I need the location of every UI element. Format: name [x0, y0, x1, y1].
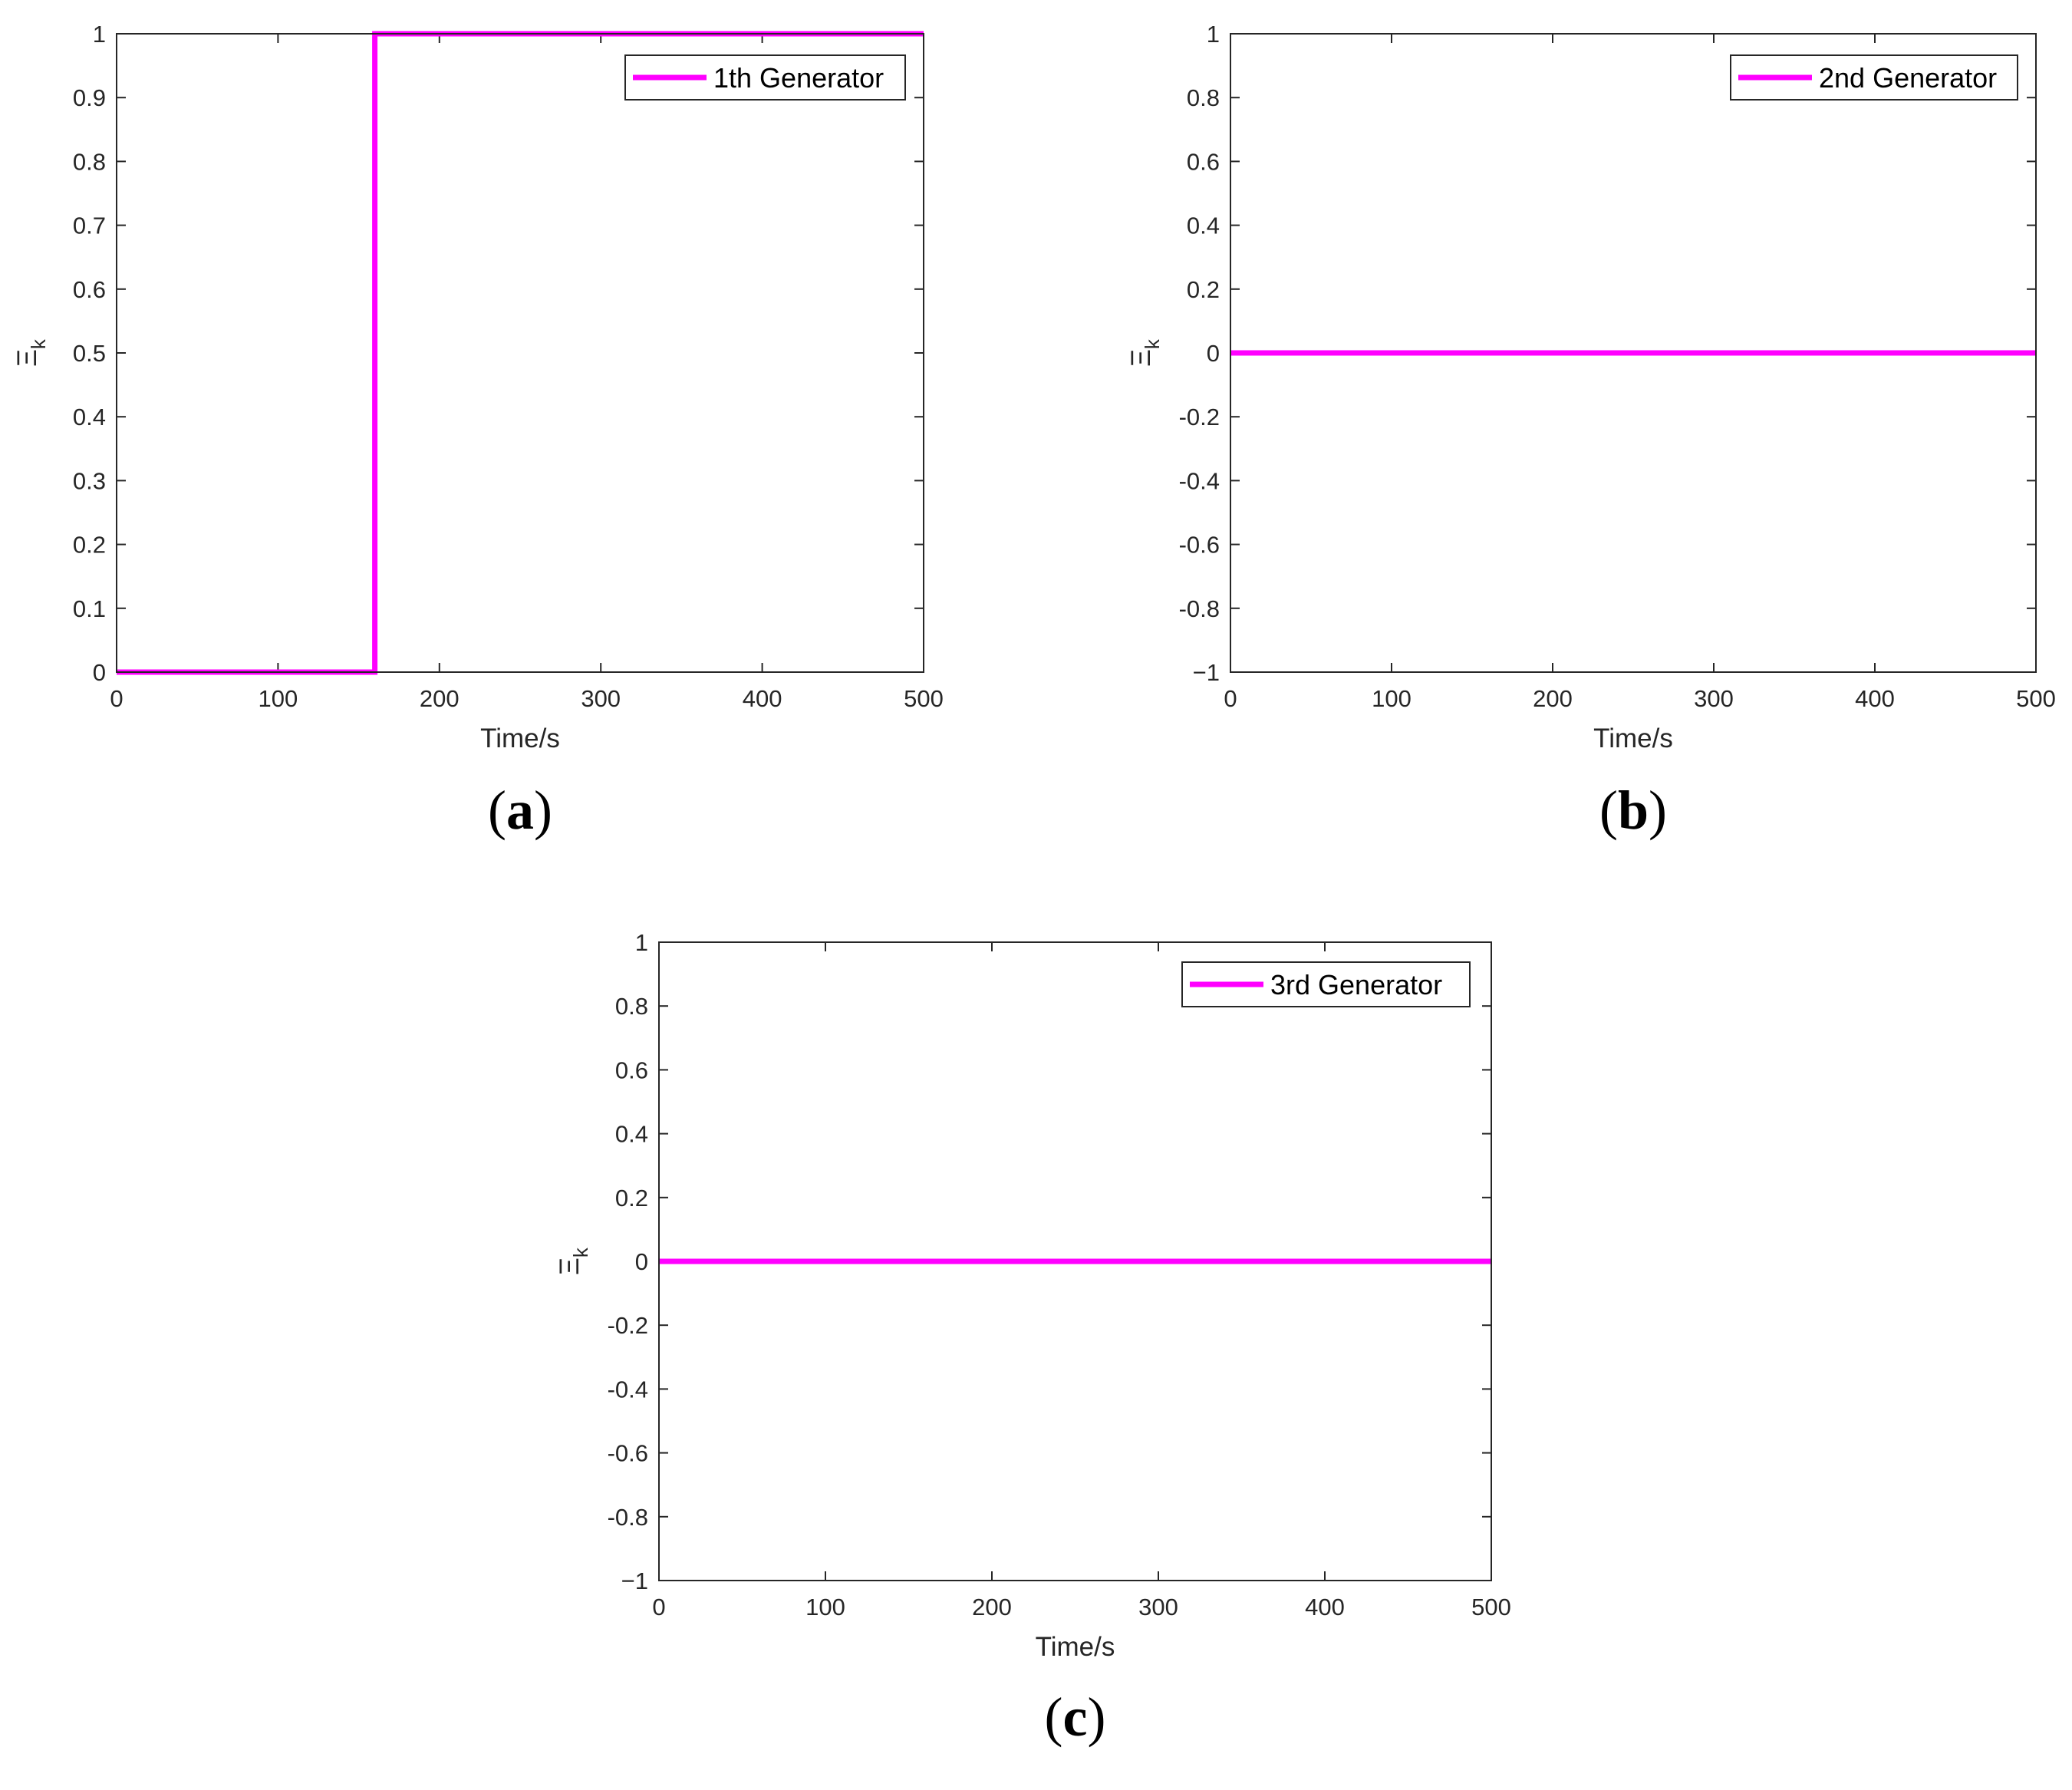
y-tick-label: 0.4 — [615, 1121, 648, 1148]
y-tick-label: 0.6 — [615, 1057, 648, 1083]
x-tick-label: 300 — [1138, 1594, 1178, 1620]
y-tick-label: 0 — [93, 659, 106, 686]
y-tick-label: −1 — [1193, 659, 1220, 686]
panel-label-letter: b — [1618, 780, 1649, 841]
y-tick-label: 0.2 — [73, 532, 106, 559]
y-tick-label: -0.6 — [608, 1440, 648, 1467]
x-tick-label: 300 — [1694, 685, 1734, 712]
legend-entry-label: 2nd Generator — [1819, 62, 1997, 94]
x-tick-label: 500 — [904, 685, 944, 712]
x-tick-label: 100 — [1372, 685, 1412, 712]
y-tick-label: 0.6 — [73, 276, 106, 303]
x-tick-label: 400 — [743, 685, 782, 712]
y-axis-label-main: Ξ — [1126, 349, 1156, 367]
x-tick-label: 100 — [805, 1594, 845, 1620]
panel-label-open: ( — [1599, 780, 1618, 841]
x-axis-label: Time/s — [1593, 724, 1673, 753]
legend-entry-label: 1th Generator — [713, 62, 884, 94]
x-tick-label: 100 — [259, 685, 298, 712]
axes-box — [1230, 33, 2037, 673]
y-tick-label: 0 — [1207, 340, 1220, 367]
panel-label-close: ) — [534, 780, 552, 841]
y-axis-label: Ξk — [12, 338, 50, 367]
y-tick-label: 0.5 — [73, 340, 106, 367]
y-tick-label: 0.7 — [73, 213, 106, 239]
legend-entry-label: 3rd Generator — [1270, 969, 1442, 1000]
x-tick-label: 500 — [2016, 685, 2056, 712]
axes-box — [658, 941, 1492, 1581]
y-tick-label: 1 — [93, 21, 106, 48]
y-tick-label: 0.6 — [1187, 148, 1220, 175]
y-axis-label-subscript: k — [569, 1247, 592, 1258]
y-tick-label: 0.8 — [1187, 84, 1220, 111]
x-tick-label: 200 — [1533, 685, 1573, 712]
y-tick-label: 0.8 — [73, 148, 106, 175]
x-tick-label: 200 — [972, 1594, 1012, 1620]
y-tick-label: -0.8 — [1179, 595, 1220, 622]
y-axis-label-subscript: k — [27, 338, 50, 349]
panel-label-open: ( — [488, 780, 506, 841]
chart-panel-c: 0 100 200 300 400 500 −1 -0.8 -0.6 -0.4 -0.2 0 0.2 0.… — [555, 929, 1511, 1748]
x-tick-label: 500 — [1471, 1594, 1511, 1620]
panel-label: (a) — [488, 780, 552, 841]
x-tick-label: 300 — [581, 685, 621, 712]
y-tick-label: 1 — [635, 929, 648, 956]
y-tick-label: 0 — [635, 1248, 648, 1275]
x-tick-label: 400 — [1855, 685, 1895, 712]
panel-label-letter: c — [1063, 1686, 1088, 1748]
panel-label: (b) — [1599, 780, 1667, 841]
y-tick-label: -0.8 — [608, 1504, 648, 1531]
panel-label-open: ( — [1045, 1686, 1063, 1748]
y-tick-label: -0.2 — [1179, 404, 1220, 430]
y-tick-label: 0.1 — [73, 595, 106, 622]
axes-box — [116, 33, 924, 673]
y-axis-label-main: Ξ — [12, 349, 42, 367]
y-tick-label: -0.4 — [608, 1376, 648, 1403]
y-tick-label: −1 — [621, 1567, 648, 1594]
x-tick-label: 200 — [420, 685, 460, 712]
y-axis-label: Ξk — [1126, 338, 1164, 367]
legend-box — [1730, 54, 2018, 101]
panel-label-close: ) — [1649, 780, 1667, 841]
y-tick-label: 1 — [1207, 21, 1220, 48]
y-tick-label: 0.2 — [1187, 276, 1220, 303]
panel-label-close: ) — [1087, 1686, 1105, 1748]
y-axis-label: Ξk — [555, 1247, 592, 1275]
chart-panel-a: 0 100 200 300 400 500 0 0.1 0.2 0.3 0.4 0.5 0.6 0.7 0.… — [12, 21, 944, 841]
y-tick-label: 0.2 — [615, 1185, 648, 1211]
legend: 2nd Generator — [1730, 54, 2018, 101]
y-axis-label-main: Ξ — [555, 1258, 585, 1275]
y-tick-label: 0.9 — [73, 84, 106, 111]
x-tick-label: 0 — [652, 1594, 665, 1620]
x-tick-label: 0 — [1224, 685, 1237, 712]
y-tick-label: 0.4 — [1187, 213, 1220, 239]
panel-label-letter: a — [506, 780, 534, 841]
x-axis-label: Time/s — [1036, 1632, 1115, 1662]
y-tick-label: -0.2 — [608, 1312, 648, 1339]
panel-label: (c) — [1045, 1686, 1106, 1748]
plot-area — [117, 34, 924, 672]
legend-box — [1181, 961, 1471, 1007]
y-tick-label: 0.4 — [73, 404, 106, 430]
y-tick-label: -0.6 — [1179, 532, 1220, 559]
y-tick-label: -0.4 — [1179, 467, 1220, 494]
x-tick-label: 0 — [110, 685, 123, 712]
y-tick-label: 0.8 — [615, 993, 648, 1020]
legend: 3rd Generator — [1181, 961, 1471, 1007]
y-axis-label-subscript: k — [1141, 338, 1164, 349]
x-tick-label: 400 — [1305, 1594, 1345, 1620]
legend: 1th Generator — [624, 54, 906, 101]
y-tick-label: 0.3 — [73, 467, 106, 494]
x-axis-label: Time/s — [480, 724, 560, 753]
chart-panel-b: 0 100 200 300 400 500 −1 -0.8 -0.6 -0.4 -0.2 0 0.2 0.… — [1126, 21, 2056, 841]
